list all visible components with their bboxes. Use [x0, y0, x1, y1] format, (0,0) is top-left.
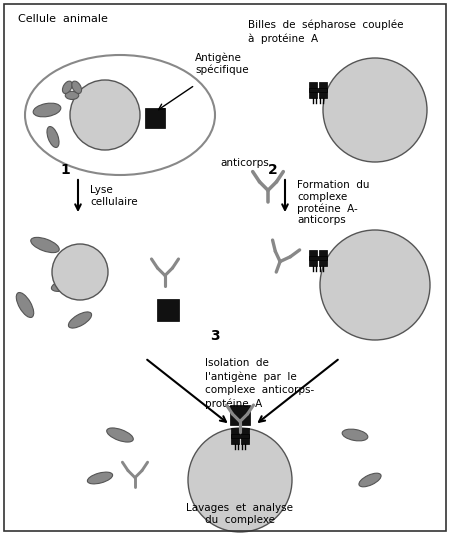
- Ellipse shape: [72, 81, 81, 94]
- Text: 3: 3: [210, 329, 220, 343]
- Text: 1: 1: [60, 163, 70, 177]
- Bar: [230, 405, 250, 425]
- Circle shape: [188, 428, 292, 532]
- Ellipse shape: [87, 472, 112, 484]
- Text: Isolation  de
l'antigène  par  le
complexe  anticorps-
protéine  A: Isolation de l'antigène par le complexe …: [205, 358, 314, 409]
- Ellipse shape: [31, 238, 59, 253]
- Ellipse shape: [65, 91, 79, 100]
- Bar: [309, 250, 317, 266]
- Ellipse shape: [25, 55, 215, 175]
- Ellipse shape: [359, 473, 381, 487]
- Bar: [309, 256, 327, 259]
- Circle shape: [70, 80, 140, 150]
- Ellipse shape: [107, 428, 133, 442]
- Circle shape: [52, 244, 108, 300]
- Bar: [309, 88, 327, 91]
- Text: anticorps: anticorps: [220, 158, 269, 168]
- Bar: [231, 429, 239, 444]
- Ellipse shape: [63, 81, 72, 94]
- Ellipse shape: [16, 293, 34, 317]
- Text: Formation  du
complexe
protéine  A-
anticorps: Formation du complexe protéine A- antico…: [297, 180, 369, 225]
- Bar: [319, 82, 327, 98]
- Text: Cellule  animale: Cellule animale: [18, 14, 108, 24]
- Ellipse shape: [68, 312, 92, 328]
- Ellipse shape: [47, 126, 59, 148]
- Bar: [231, 434, 249, 438]
- Ellipse shape: [342, 429, 368, 441]
- Text: 2: 2: [268, 163, 278, 177]
- Text: Lavages  et  analyse
du  complexe: Lavages et analyse du complexe: [186, 503, 293, 525]
- Bar: [241, 429, 249, 444]
- Ellipse shape: [33, 103, 61, 117]
- Bar: [145, 108, 165, 128]
- Bar: [319, 250, 327, 266]
- Text: Billes  de  sépharose  couplée
à  protéine  A: Billes de sépharose couplée à protéine A: [248, 20, 404, 44]
- Bar: [157, 299, 179, 321]
- Text: Antigène
spécifique: Antigène spécifique: [195, 52, 248, 75]
- Ellipse shape: [51, 279, 79, 292]
- Circle shape: [320, 230, 430, 340]
- Text: Lyse
cellulaire: Lyse cellulaire: [90, 185, 138, 207]
- Circle shape: [323, 58, 427, 162]
- Bar: [309, 82, 317, 98]
